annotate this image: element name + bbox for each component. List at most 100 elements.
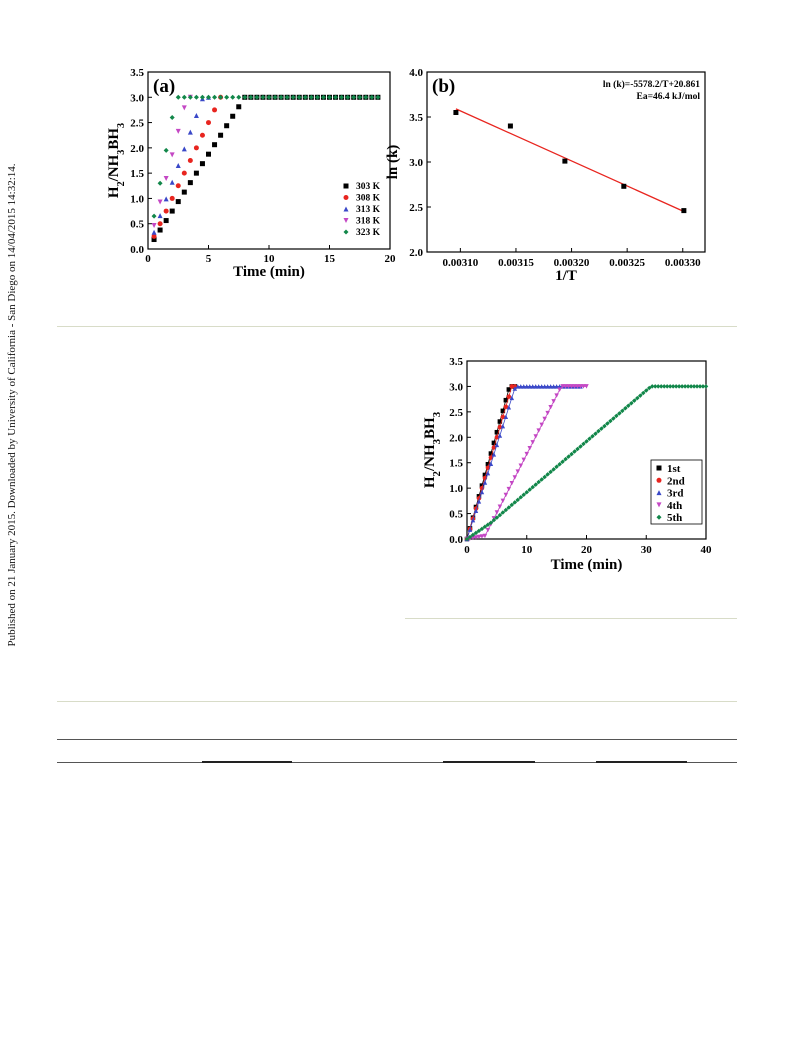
x-axis-label: Time (min) — [551, 557, 623, 573]
data-point-3rd — [536, 384, 541, 389]
y-tick-label: 2.0 — [130, 143, 144, 155]
data-point-1st — [497, 419, 503, 424]
y-tick-label: 0.5 — [449, 509, 463, 521]
data-point-4th — [569, 384, 574, 389]
data-point-1st — [482, 472, 488, 478]
data-point-5th — [536, 479, 541, 485]
download-notice: Published on 21 January 2015. Downloaded… — [2, 163, 22, 646]
data-point-2nd — [491, 445, 497, 450]
section-divider-2 — [57, 701, 737, 702]
data-point-303-k — [224, 123, 230, 129]
data-point — [621, 183, 627, 189]
data-point-5th — [685, 384, 691, 389]
data-point-5th — [482, 524, 488, 530]
data-point-5th — [646, 385, 652, 391]
data-point-323-k — [254, 94, 260, 100]
data-point-5th — [566, 454, 571, 459]
data-point-323-k — [266, 94, 272, 100]
data-point-323-k — [236, 94, 242, 100]
data-point-303-k — [230, 113, 236, 119]
data-point-3rd — [467, 527, 473, 532]
legend-marker-323-k — [343, 229, 349, 235]
data-point-4th — [539, 422, 544, 428]
y-tick-label: 2.0 — [409, 247, 423, 259]
data-point-5th — [644, 388, 649, 393]
data-point-303-k — [236, 104, 242, 110]
data-point-5th — [673, 384, 679, 389]
data-point-308-k — [212, 107, 218, 113]
data-point-5th — [518, 495, 524, 500]
data-point-323-k — [302, 94, 308, 100]
legend-marker-313-k — [343, 206, 349, 212]
data-point-323-k — [351, 94, 357, 100]
data-point-3rd — [503, 414, 509, 419]
data-point-323-k — [272, 94, 278, 100]
data-point-4th — [500, 498, 506, 504]
data-point-323-k — [181, 94, 187, 100]
data-point-3rd — [542, 384, 547, 389]
data-point-5th — [524, 489, 529, 495]
x-tick-label: 0.00330 — [665, 257, 701, 269]
data-point-5th — [661, 384, 667, 389]
data-point-3rd — [521, 384, 527, 389]
data-point-5th — [605, 421, 610, 426]
table-header-rule — [57, 762, 737, 763]
data-point-3rd — [515, 384, 521, 389]
data-point-5th — [551, 467, 556, 472]
x-tick-label: 15 — [324, 253, 336, 265]
data-point-5th — [608, 418, 613, 424]
fit-annotation: Ea=46.4 kJ/mol — [637, 92, 701, 102]
data-point-1st — [485, 461, 491, 467]
fit-line — [455, 108, 685, 213]
data-point-4th — [560, 384, 565, 389]
data-point-303-k — [218, 132, 224, 138]
data-point-5th — [584, 439, 589, 444]
data-point-323-k — [193, 94, 199, 100]
data-point-5th — [626, 403, 631, 409]
data-point-1st — [494, 429, 500, 435]
table-header-underline-2 — [443, 761, 535, 763]
data-point-5th — [494, 515, 500, 520]
table-top-rule — [57, 739, 737, 740]
x-tick-label: 0 — [145, 253, 151, 265]
data-point-323-k — [320, 94, 326, 100]
legend-label-313-k: 313 K — [356, 205, 381, 215]
data-point-5th — [506, 505, 512, 510]
data-point-323-k — [308, 94, 314, 100]
data-point-5th — [688, 384, 694, 389]
data-point-5th — [473, 530, 479, 536]
data-point-4th — [557, 387, 562, 392]
data-point — [681, 208, 687, 214]
data-point-5th — [569, 451, 574, 457]
data-point-5th — [691, 384, 697, 389]
x-tick-label: 20 — [385, 253, 397, 265]
x-tick-label: 0.00320 — [554, 257, 590, 269]
data-point-313-k — [175, 163, 181, 169]
data-point-5th — [593, 431, 598, 436]
y-tick-label: 3.5 — [409, 112, 423, 124]
data-point-3rd — [470, 517, 476, 523]
data-point-5th — [575, 446, 580, 452]
data-point-5th — [548, 469, 553, 475]
data-point-323-k — [242, 94, 248, 100]
data-point-5th — [485, 522, 491, 528]
data-point-323-k — [375, 94, 381, 100]
data-point-3rd — [509, 395, 515, 401]
data-point-5th — [539, 477, 544, 482]
data-point — [507, 123, 513, 129]
chart-a-kinetics-temperature: 0 5 10 15 20 0.0 0.5 1.0 1.5 2.0 2.5 3.0 3.5 Time (mi… — [106, 67, 397, 280]
data-point-5th — [533, 482, 538, 487]
data-point-5th — [703, 384, 709, 389]
data-point-5th — [664, 384, 670, 389]
data-point-303-k — [157, 227, 163, 233]
legend-marker-2nd — [656, 477, 662, 483]
y-tick-label: 0.5 — [130, 219, 144, 231]
data-point-3rd — [473, 508, 479, 514]
data-point-303-k — [169, 208, 175, 214]
data-point-4th — [473, 535, 479, 540]
x-tick-label: 0.00325 — [609, 257, 645, 269]
data-point-4th — [530, 440, 535, 445]
data-point-4th — [497, 504, 503, 509]
data-point-5th — [652, 384, 658, 389]
data-point-5th — [635, 395, 640, 401]
